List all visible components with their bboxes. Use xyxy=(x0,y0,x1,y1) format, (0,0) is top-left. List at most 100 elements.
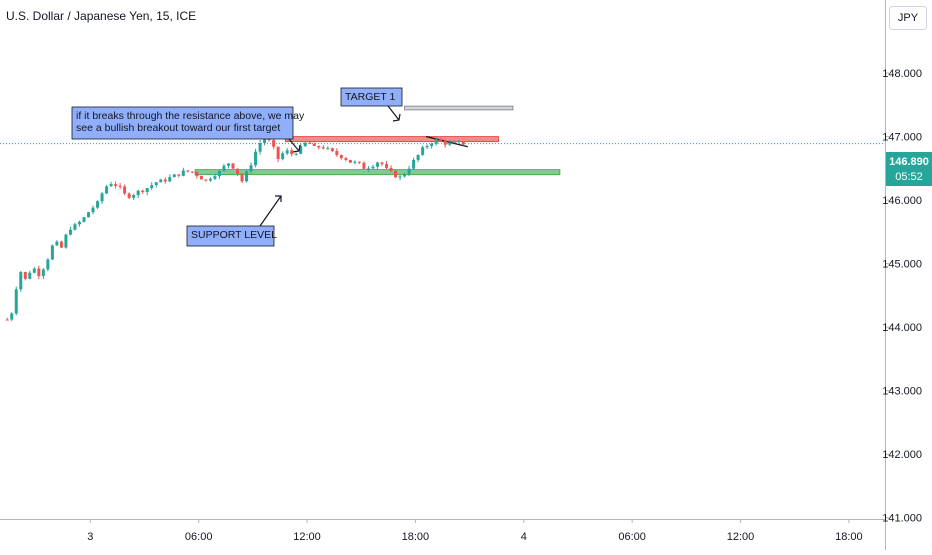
target-1-zone[interactable] xyxy=(404,105,514,111)
time-tick-label: 12:00 xyxy=(293,531,321,543)
candle-body xyxy=(168,177,172,182)
candle-body xyxy=(172,174,176,178)
candle xyxy=(127,192,131,199)
candle-body xyxy=(254,151,258,166)
candle-body xyxy=(335,150,339,156)
candle xyxy=(154,181,158,188)
candle xyxy=(68,226,72,236)
candle-body xyxy=(434,139,438,144)
chart-title: U.S. Dollar / Japanese Yen, 15, ICE xyxy=(6,9,197,23)
candle-body xyxy=(10,313,14,320)
candle xyxy=(59,240,63,249)
candle xyxy=(55,240,59,247)
candle-body xyxy=(285,150,289,154)
currency-selector[interactable]: JPY xyxy=(889,6,927,30)
candle xyxy=(240,172,244,184)
candle xyxy=(168,174,172,183)
candle-body xyxy=(199,176,203,180)
candle-body xyxy=(159,179,163,183)
resistance-callout[interactable]: if it breaks through the resistance abov… xyxy=(71,106,305,153)
candle-body xyxy=(357,161,361,163)
candle-body xyxy=(380,162,384,165)
candle xyxy=(82,216,86,223)
candle-body xyxy=(353,161,357,163)
candle-body xyxy=(416,154,420,160)
candle xyxy=(353,160,357,165)
candle-body xyxy=(127,193,131,198)
candle-body xyxy=(141,190,145,192)
candle-body xyxy=(163,179,167,182)
candle xyxy=(389,165,393,173)
candle-body xyxy=(312,143,316,146)
candle-body xyxy=(299,146,303,154)
candle-body xyxy=(217,170,221,177)
candle-body xyxy=(448,142,452,145)
candle xyxy=(403,172,407,178)
price-tick-label: 142.000 xyxy=(882,449,922,461)
candle xyxy=(245,169,249,183)
candle-body xyxy=(37,268,41,277)
candle xyxy=(217,169,221,180)
candle xyxy=(19,271,23,292)
candle-body xyxy=(5,319,9,321)
support-callout-box xyxy=(186,225,275,247)
support-callout[interactable]: SUPPORT LEVEL xyxy=(186,195,282,247)
candle-body xyxy=(258,143,262,152)
candle xyxy=(380,161,384,167)
price-tick-label: 141.000 xyxy=(882,513,922,525)
candle xyxy=(375,161,379,170)
candle-body xyxy=(136,190,140,196)
target-callout[interactable]: TARGET 1 xyxy=(340,87,403,122)
candle xyxy=(28,270,32,280)
candle xyxy=(231,163,235,170)
resistance-zone[interactable] xyxy=(284,136,499,143)
candle xyxy=(87,211,90,218)
candle xyxy=(37,265,41,280)
candle xyxy=(77,220,81,227)
candle xyxy=(100,191,104,204)
target-callout-box xyxy=(340,87,403,107)
candle xyxy=(159,178,163,183)
candle-body xyxy=(236,168,240,174)
candle-body xyxy=(249,165,253,172)
candle-body xyxy=(394,170,398,178)
candle xyxy=(457,140,461,143)
candle-body xyxy=(263,137,267,144)
candle xyxy=(443,139,447,148)
candle xyxy=(23,271,27,281)
candle-body xyxy=(245,171,249,182)
resistance-callout-text: see a bullish breakout toward our first … xyxy=(76,122,280,134)
candle xyxy=(123,184,127,196)
candle xyxy=(199,175,203,180)
candle-body xyxy=(317,145,321,148)
support-zone[interactable] xyxy=(194,169,561,176)
candle-body xyxy=(276,146,280,160)
candle xyxy=(249,162,253,174)
candle-body xyxy=(96,201,100,208)
candle-body xyxy=(68,229,72,235)
candle xyxy=(186,170,190,173)
candle xyxy=(330,147,334,153)
candle xyxy=(317,145,321,150)
candle-body xyxy=(100,193,104,202)
candle-body xyxy=(118,185,122,187)
candle-body xyxy=(55,241,59,246)
candle xyxy=(357,161,361,165)
candle xyxy=(114,181,118,189)
candle xyxy=(109,181,113,187)
candle xyxy=(394,170,398,178)
trendline[interactable] xyxy=(426,135,468,148)
candle xyxy=(344,156,348,162)
candle xyxy=(434,137,438,146)
candle xyxy=(14,286,18,316)
time-tick-label: 12:00 xyxy=(727,531,755,543)
candle-body xyxy=(150,185,154,189)
candle xyxy=(64,233,68,249)
candle-body xyxy=(114,184,118,186)
candle xyxy=(226,163,230,169)
candle-body xyxy=(457,141,461,143)
candle-body xyxy=(195,172,199,177)
candle xyxy=(50,244,54,260)
